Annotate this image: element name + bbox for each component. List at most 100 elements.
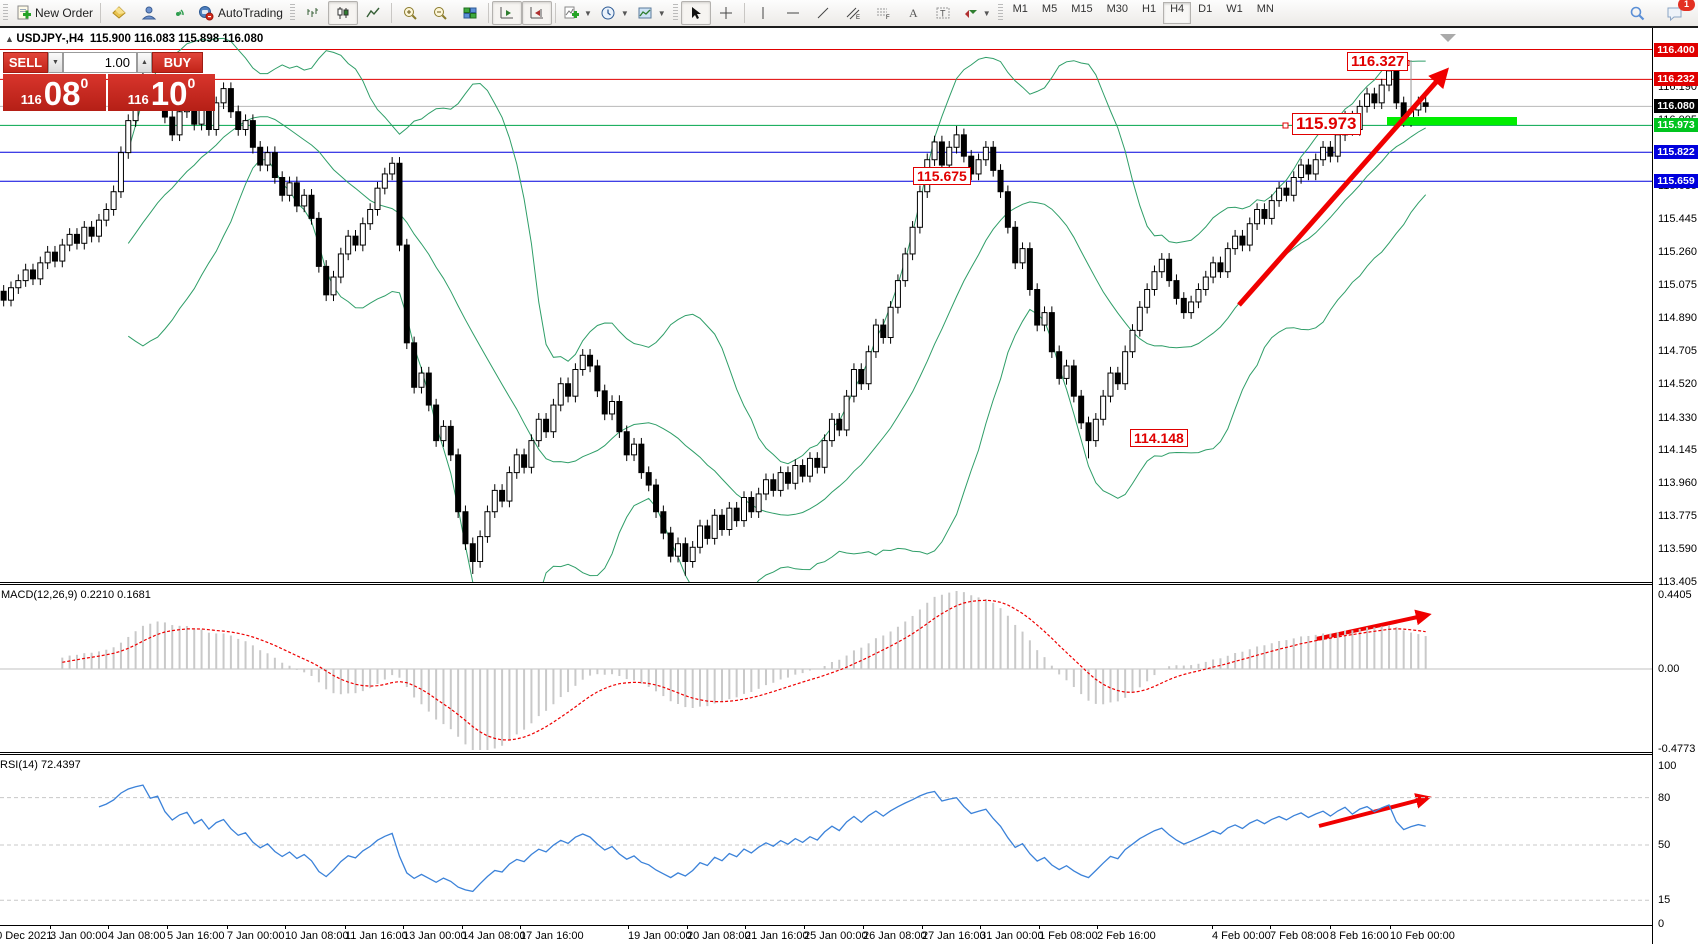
- zoom-in-button[interactable]: [395, 1, 425, 25]
- volume-input[interactable]: 1.00: [63, 52, 137, 73]
- candle-body: [909, 226, 916, 255]
- candle-body: [806, 457, 813, 477]
- price-callout[interactable]: 114.148: [1130, 429, 1188, 448]
- candles-layer: [0, 61, 1429, 576]
- candle-body: [1393, 70, 1400, 104]
- tf-m15[interactable]: M15: [1071, 3, 1093, 15]
- trend-arrow[interactable]: [1315, 609, 1432, 641]
- ask-price-tile[interactable]: 116 10 0: [108, 74, 215, 111]
- candle-body: [1158, 258, 1165, 273]
- rsi-panel[interactable]: [0, 756, 1652, 925]
- candle-body: [653, 484, 660, 513]
- price-axis[interactable]: 116.375116.190116.005115.820115.635115.4…: [1652, 28, 1698, 944]
- candle-body: [22, 269, 29, 282]
- price-callout[interactable]: 116.327: [1347, 52, 1409, 72]
- metaeditor-button[interactable]: [104, 1, 134, 25]
- tf-h1[interactable]: H1: [1142, 3, 1157, 15]
- autotrading-button[interactable]: AutoTrading: [194, 1, 287, 25]
- price-callout[interactable]: 115.675: [913, 167, 971, 186]
- notifications-button[interactable]: 1: [1660, 0, 1695, 25]
- price-tick: 115.445: [1658, 213, 1697, 226]
- candle-body: [220, 88, 227, 104]
- volume-increase-button[interactable]: ▲: [137, 52, 152, 73]
- signals-button[interactable]: [164, 1, 194, 25]
- candle-body: [1100, 395, 1107, 420]
- price-chart[interactable]: [0, 30, 1652, 582]
- text-button[interactable]: A: [898, 1, 928, 25]
- candle-body: [411, 342, 418, 388]
- tile-windows-button[interactable]: [455, 1, 485, 25]
- line-chart-button[interactable]: [358, 1, 388, 25]
- time-label: 19 Jan 00:00: [628, 930, 692, 942]
- arrows-button[interactable]: ▼: [958, 1, 995, 25]
- tf-m30[interactable]: M30: [1106, 3, 1129, 15]
- options-button[interactable]: [134, 1, 164, 25]
- bollinger-upper: [127, 37, 1426, 465]
- trend-arrow[interactable]: [1237, 67, 1449, 307]
- candle-body: [726, 507, 733, 531]
- tf-d1[interactable]: D1: [1198, 3, 1213, 15]
- time-label: 1 Feb 08:00: [1039, 930, 1098, 942]
- tf-h4[interactable]: H4: [1163, 2, 1192, 24]
- toolbar-grip[interactable]: [3, 4, 8, 22]
- fibonacci-button[interactable]: F: [868, 1, 898, 25]
- bid-price-tile[interactable]: 116 08 0: [3, 74, 106, 111]
- panel-separator[interactable]: [0, 752, 1652, 755]
- svg-text:A: A: [909, 6, 918, 20]
- horizontal-line-button[interactable]: [778, 1, 808, 25]
- candle-body: [1239, 235, 1246, 246]
- equidistant-channel-button[interactable]: E: [838, 1, 868, 25]
- text-label-button[interactable]: T: [928, 1, 958, 25]
- bid-integer: 116: [20, 92, 42, 107]
- auto-scroll-button[interactable]: [491, 1, 522, 25]
- candle-body: [565, 383, 572, 397]
- candle-body: [1129, 329, 1136, 353]
- tf-m5[interactable]: M5: [1041, 3, 1058, 15]
- candle-body: [293, 182, 300, 207]
- candle-body: [418, 372, 425, 388]
- toolbar-grip[interactable]: [997, 4, 1003, 22]
- candlestick-chart-button[interactable]: [327, 1, 358, 25]
- sell-button[interactable]: SELL: [3, 52, 48, 73]
- price-callout[interactable]: 115.973: [1292, 113, 1361, 135]
- vertical-line-button[interactable]: [748, 1, 778, 25]
- macd-histogram: [61, 590, 1427, 750]
- macd-panel[interactable]: [0, 586, 1652, 752]
- bollinger-middle: [127, 116, 1426, 516]
- trendline-button[interactable]: [808, 1, 838, 25]
- time-label: 5 Jan 16:00: [167, 930, 225, 942]
- candle-body: [484, 511, 491, 538]
- candle-body: [821, 440, 828, 468]
- tf-w1[interactable]: W1: [1226, 3, 1243, 15]
- candle-body: [95, 219, 102, 237]
- chart-shift-button[interactable]: [521, 1, 552, 25]
- indicators-button[interactable]: ▼: [559, 1, 596, 25]
- trend-arrow[interactable]: [1318, 793, 1432, 828]
- tf-mn[interactable]: MN: [1256, 3, 1274, 15]
- new-order-button[interactable]: New Order: [11, 1, 97, 25]
- candle-body: [916, 191, 923, 228]
- candle-body: [44, 251, 51, 264]
- volume-decrease-button[interactable]: ▼: [48, 52, 63, 73]
- candle-body: [425, 372, 432, 406]
- candle-body: [1173, 280, 1180, 299]
- tf-m1[interactable]: M1: [1012, 3, 1028, 15]
- crosshair-button[interactable]: [711, 1, 741, 25]
- toolbar-grip[interactable]: [672, 4, 678, 22]
- panel-separator[interactable]: [0, 582, 1652, 585]
- periods-button[interactable]: ▼: [596, 1, 633, 25]
- candle-body: [1107, 372, 1114, 397]
- candlestick-chart-icon: [337, 7, 349, 19]
- templates-button[interactable]: ▼: [633, 1, 670, 25]
- ask-pips: 10: [150, 74, 188, 112]
- toolbar-grip[interactable]: [289, 4, 295, 22]
- cursor-button[interactable]: [680, 1, 711, 25]
- candle-body: [887, 306, 894, 339]
- zoom-out-button[interactable]: [425, 1, 455, 25]
- ask-point: 0: [187, 75, 196, 91]
- search-button[interactable]: [1622, 1, 1652, 25]
- candle-body: [330, 276, 337, 296]
- buy-button[interactable]: BUY: [152, 52, 203, 73]
- bar-chart-button[interactable]: [298, 1, 328, 25]
